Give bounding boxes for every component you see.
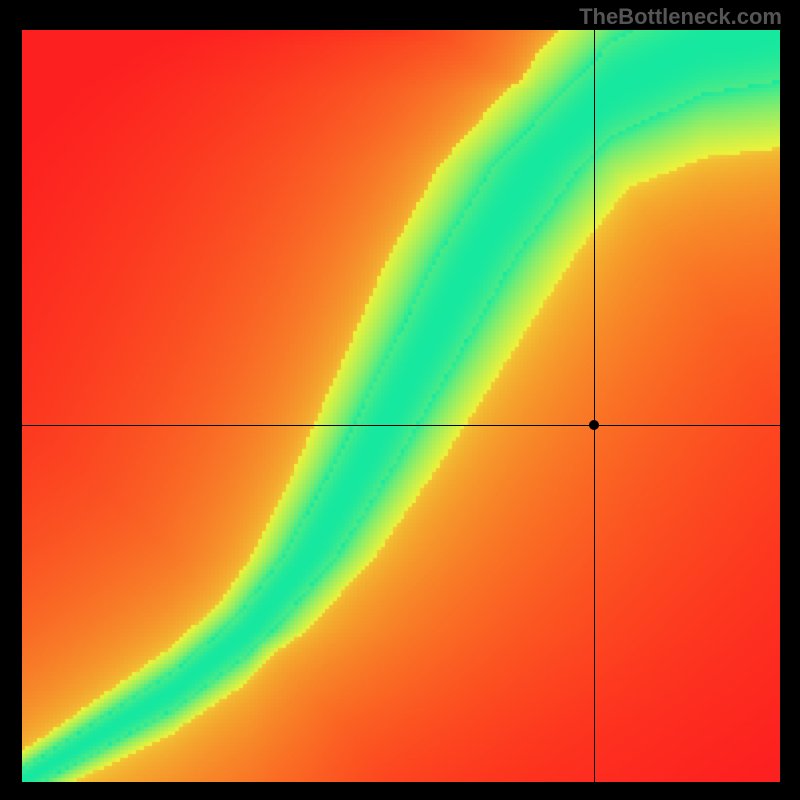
marker-dot (589, 420, 599, 430)
bottleneck-heatmap (22, 30, 780, 782)
watermark-text: TheBottleneck.com (579, 4, 782, 30)
crosshair-vertical (594, 30, 595, 782)
crosshair-horizontal (22, 425, 780, 426)
